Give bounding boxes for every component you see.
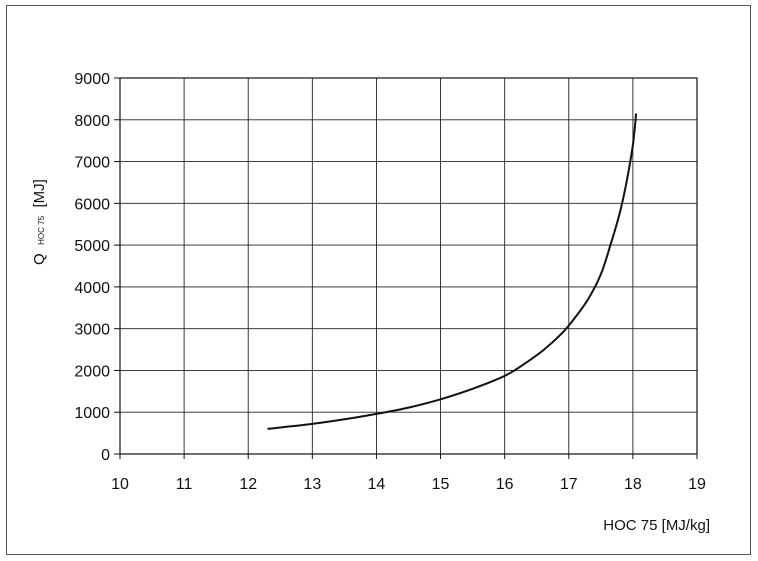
x-tick-label: 16: [496, 476, 514, 493]
y-tick-label: 4000: [74, 280, 110, 297]
y-tick-label: 5000: [74, 238, 110, 255]
y-tick-label: 6000: [74, 196, 110, 213]
x-axis-label: HOC 75 [MJ/kg]: [603, 517, 710, 534]
y-tick-label: 9000: [74, 71, 110, 88]
y-tick-label: 2000: [74, 363, 110, 380]
y-tick-label: 7000: [74, 155, 110, 172]
y-axis-label-main: Q: [31, 253, 48, 265]
x-tick-label: 11: [176, 476, 193, 493]
x-axis: 10 11 12 13 14 15 16 17 18 19: [111, 454, 706, 493]
x-tick-label: 14: [368, 476, 386, 493]
y-axis-label: Q HOC 75 [MJ]: [31, 179, 48, 265]
x-tick-label: 12: [239, 476, 257, 493]
y-tick-label: 1000: [74, 405, 110, 422]
y-tick-label: 8000: [74, 113, 110, 130]
x-tick-label: 10: [111, 476, 129, 493]
plot-area: [119, 77, 698, 455]
y-tick-label: 0: [101, 447, 110, 464]
chart-frame: [6, 5, 751, 555]
y-axis-label-sub: HOC 75: [37, 215, 46, 244]
x-tick-label: 19: [688, 476, 706, 493]
x-tick-label: 13: [303, 476, 321, 493]
series-group: [267, 113, 638, 430]
y-axis: 0 1000 2000 3000 4000 5000 6000 7000 8000 9000: [74, 71, 120, 464]
y-tick-label: 3000: [74, 322, 110, 339]
x-tick-label: 15: [432, 476, 450, 493]
y-axis-label-unit: [MJ]: [31, 179, 48, 207]
series-line: [267, 113, 638, 430]
x-tick-label: 17: [560, 476, 578, 493]
grid: [119, 77, 698, 455]
x-tick-label: 18: [624, 476, 642, 493]
